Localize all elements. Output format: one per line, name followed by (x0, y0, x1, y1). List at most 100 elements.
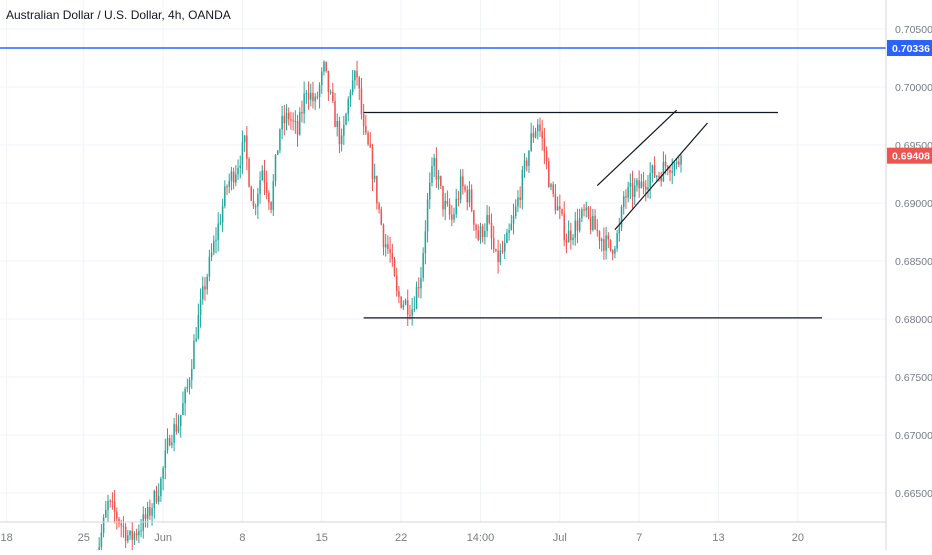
candle-body (129, 530, 131, 536)
candle-body (186, 387, 189, 389)
candle-body (116, 511, 118, 519)
candle-body (398, 291, 400, 297)
candle-body (201, 286, 204, 300)
candle-body (384, 244, 387, 248)
candle-body (512, 216, 515, 224)
candle-body (160, 478, 162, 497)
candle-body (581, 209, 583, 218)
candle-body (499, 250, 502, 263)
candle-body (239, 165, 242, 168)
candle-body (473, 210, 475, 225)
candle-body (298, 111, 301, 135)
candle-body (190, 368, 193, 380)
candle-body (627, 186, 629, 198)
candle-body (316, 96, 319, 98)
candle-body (232, 171, 235, 183)
price-tick-label: 0.67500 (895, 372, 932, 384)
last-price-badge-bg (887, 147, 932, 164)
candle-body (356, 70, 358, 78)
candle-body (448, 204, 451, 215)
candle-body (127, 535, 129, 541)
candle-body (440, 176, 442, 186)
candle-body (285, 112, 288, 124)
candle-body (351, 80, 354, 93)
candle-body (393, 259, 396, 276)
candle-body (195, 338, 197, 341)
candle-body (334, 100, 336, 127)
candle-body (197, 315, 200, 339)
candle-body (620, 207, 623, 228)
candle-body (554, 193, 557, 211)
candle-body (459, 176, 462, 200)
candle-body (609, 239, 612, 251)
candle-body (312, 92, 314, 102)
candle-body (497, 250, 499, 263)
candle-body (323, 61, 325, 72)
candle-body (105, 509, 107, 518)
candle-body (272, 181, 275, 210)
candle-body (345, 113, 347, 125)
candle-body (442, 185, 444, 210)
candle-body (404, 300, 407, 305)
candle-body (431, 166, 433, 183)
candle-body (675, 161, 678, 164)
candles (94, 60, 682, 555)
candle-body (389, 249, 391, 253)
candle-body (321, 71, 323, 86)
candle-body (215, 239, 217, 241)
candle-body (506, 232, 508, 243)
candle-body (656, 175, 658, 177)
candle-body (583, 209, 585, 211)
candle-body (561, 209, 563, 214)
candle-body (380, 209, 383, 225)
candle-body (455, 198, 457, 215)
candle-body (420, 277, 422, 289)
candle-body (365, 125, 367, 133)
candle-body (567, 230, 570, 243)
candle-body (477, 230, 480, 240)
candle-body (669, 170, 671, 173)
candle-body (318, 85, 321, 98)
candle-body (633, 185, 636, 197)
candle-body (395, 275, 398, 292)
candle-body (362, 114, 365, 126)
candle-body (596, 229, 599, 232)
candle-body (237, 167, 239, 175)
time-tick-label: 25 (78, 532, 90, 544)
candle-body (495, 249, 497, 251)
time-tick-label: Jun (154, 532, 172, 544)
candle-body (252, 201, 255, 207)
candle-body (680, 155, 682, 165)
candle-body (263, 170, 266, 183)
candle-body (519, 197, 521, 200)
candle-body (642, 181, 645, 187)
candle-body (600, 239, 603, 241)
candle-body (653, 165, 656, 177)
candle-body (658, 175, 660, 177)
candle-body (243, 135, 246, 143)
horizontal-line-price-badge: 0.70336 (892, 43, 930, 55)
candle-body (131, 530, 134, 540)
candle-body (647, 187, 649, 190)
candle-body (217, 223, 219, 240)
candle-body (188, 379, 191, 388)
candle-body (354, 70, 356, 81)
candle-body (367, 132, 369, 145)
candle-body (640, 181, 643, 189)
candle-body (607, 235, 610, 240)
candle-body (135, 533, 138, 536)
candle-body (611, 250, 614, 254)
candle-body (294, 121, 297, 123)
candle-body (378, 203, 380, 210)
candle-body (415, 287, 418, 309)
candle-body (638, 180, 640, 189)
candle-body (429, 182, 431, 200)
candle-body (539, 124, 541, 132)
candle-body (261, 170, 264, 180)
candle-body (257, 193, 259, 207)
candle-body (157, 496, 160, 502)
candle-body (224, 186, 226, 206)
candle-body (488, 215, 491, 223)
candle-body (265, 182, 268, 193)
